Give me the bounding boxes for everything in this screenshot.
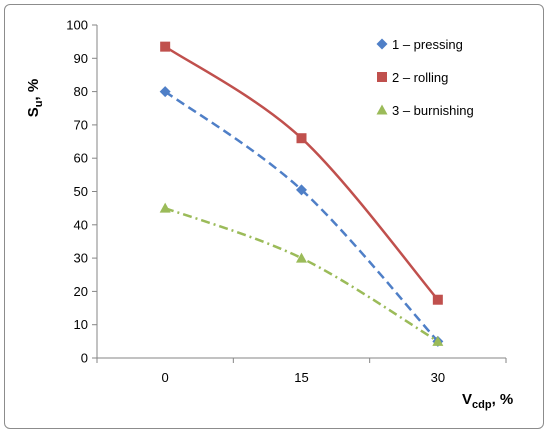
y-tick-label: 80 xyxy=(74,84,88,99)
x-tick-label: 0 xyxy=(162,370,169,385)
y-tick-label: 0 xyxy=(81,351,88,366)
x-axis-title-unit: , % xyxy=(492,391,514,408)
y-tick-label: 20 xyxy=(74,284,88,299)
data-point-series-3 xyxy=(296,252,307,263)
data-point-series-3 xyxy=(159,202,171,213)
data-point-series-2 xyxy=(160,41,171,52)
series-markers xyxy=(159,41,444,347)
y-tick-label: 70 xyxy=(74,117,88,132)
legend-marker-3 xyxy=(376,104,388,115)
x-tick-label: 15 xyxy=(294,370,308,385)
series-line-3 xyxy=(164,206,439,343)
x-tick-label: 30 xyxy=(431,370,445,385)
y-axis-title-unit: , % xyxy=(25,79,42,101)
data-point-series-3 xyxy=(432,335,444,346)
legend-label-3: 3 – burnishing xyxy=(392,103,474,118)
data-point-series-1 xyxy=(296,184,307,196)
y-tick-label: 30 xyxy=(74,251,88,266)
legend-marker-2 xyxy=(377,72,387,82)
y-tick-label: 60 xyxy=(74,151,88,166)
y-axis-title-main: S xyxy=(25,107,42,117)
y-tick-label: 50 xyxy=(74,184,88,199)
y-tick-label: 100 xyxy=(66,18,88,33)
x-axis-title: Vcdp, % xyxy=(462,391,513,411)
y-tick-label: 40 xyxy=(74,217,88,232)
y-tick-label: 90 xyxy=(74,51,88,66)
data-point-series-1 xyxy=(159,86,171,98)
legend-label-1: 1 – pressing xyxy=(392,37,463,52)
y-axis-title-sub: u xyxy=(33,100,45,107)
y-tick-label: 10 xyxy=(74,317,88,332)
data-point-series-2 xyxy=(296,133,307,144)
legend-marker-1 xyxy=(376,38,388,50)
x-axis-title-sub: cdp xyxy=(472,399,492,411)
legend: 1 – pressing 2 – rolling 3 – burnishing xyxy=(376,37,474,118)
y-axis-title: Su, % xyxy=(25,79,45,117)
data-point-series-2 xyxy=(432,294,443,305)
x-axis-title-main: V xyxy=(462,391,472,408)
axes: 0 10 20 30 40 50 60 70 80 90 100 0 15 30 xyxy=(66,18,507,385)
series-line-1 xyxy=(164,90,439,343)
legend-label-2: 2 – rolling xyxy=(392,70,448,85)
